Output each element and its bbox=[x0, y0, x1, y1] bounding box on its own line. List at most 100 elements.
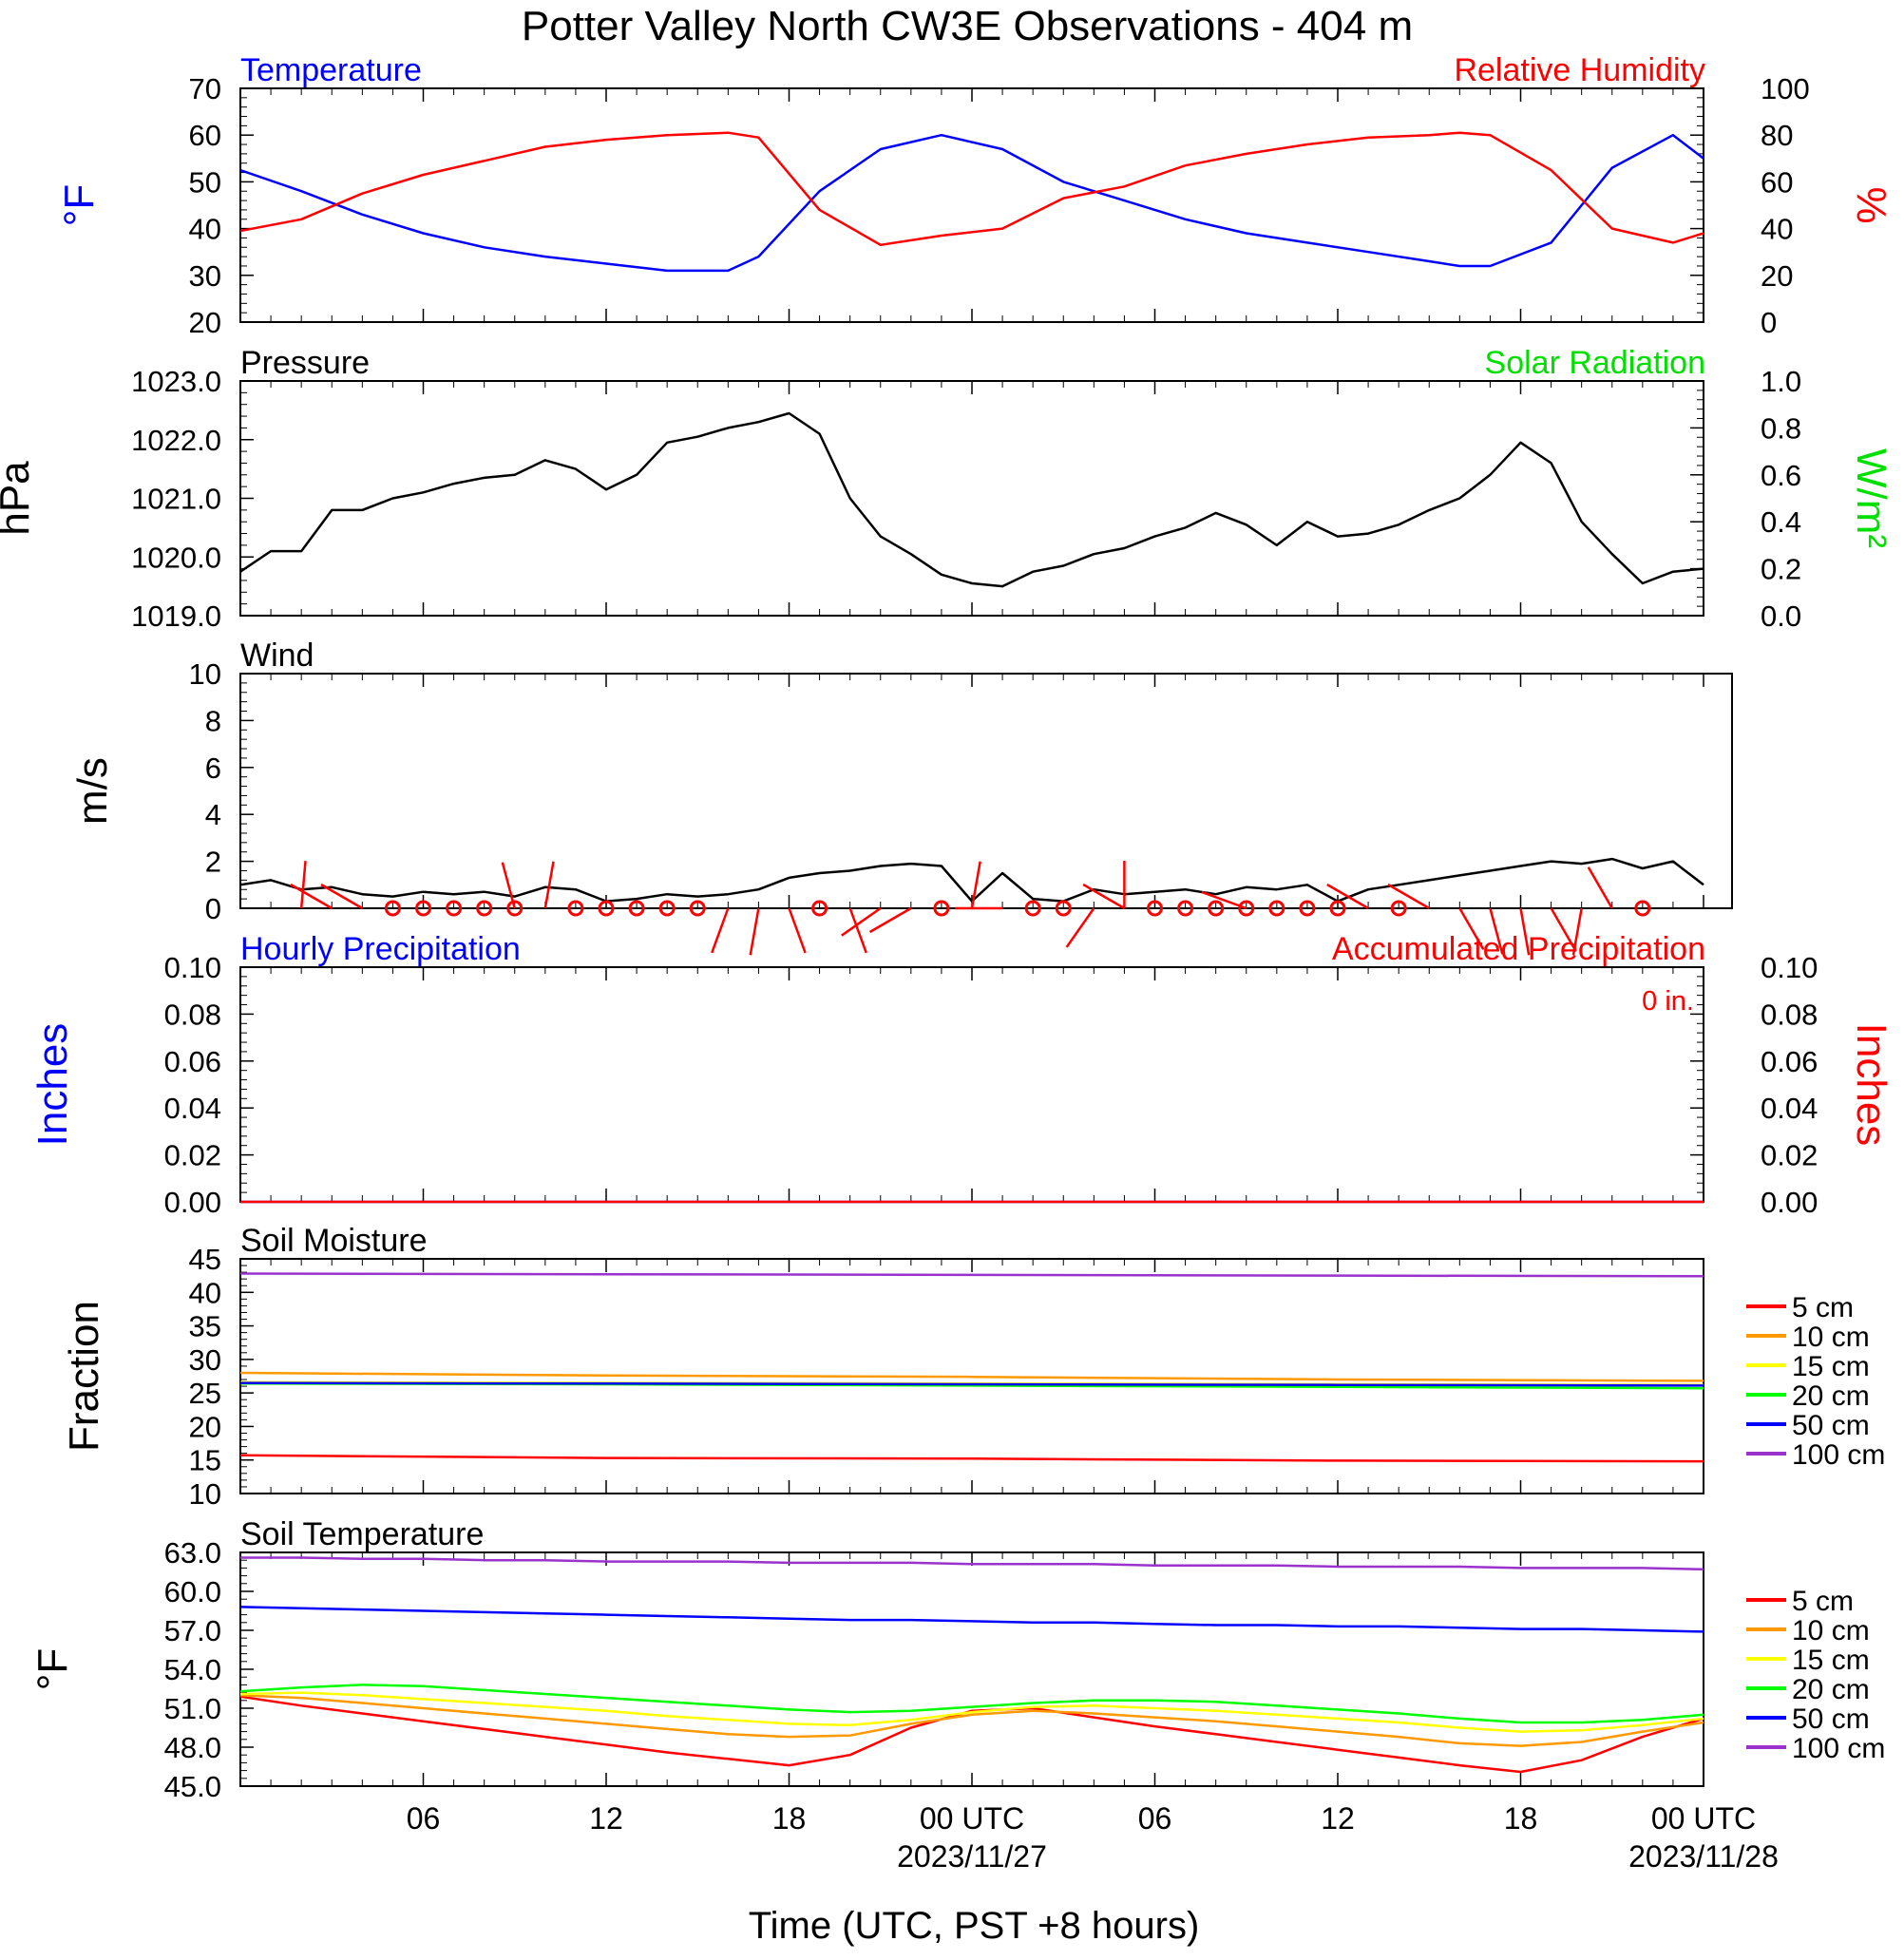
wind-left-tick-label: 8 bbox=[205, 704, 221, 737]
wind-barb bbox=[1201, 890, 1247, 910]
temperature-rh-right-tick-label: 80 bbox=[1761, 119, 1793, 152]
panel-pressure-solar: 1019.0 1020.0 1021.0 1022.0 1023.0 0.0 0.2 0.4 0… bbox=[0, 345, 1894, 633]
wind-calm-marker bbox=[415, 900, 431, 917]
wind-left-tick-label: 10 bbox=[189, 657, 221, 691]
soil-moisture-series-10-cm bbox=[239, 1371, 1704, 1382]
wind-barb bbox=[1065, 907, 1095, 948]
pressure-solar-right-tick-label: 0.4 bbox=[1761, 505, 1801, 539]
x-tick-date: 2023/11/27 bbox=[897, 1839, 1047, 1874]
wind-barb bbox=[1519, 907, 1531, 956]
temperature-rh-title-right: Relative Humidity bbox=[1454, 52, 1705, 88]
pressure-solar-right-tick-label: 0.8 bbox=[1761, 411, 1801, 445]
temperature-rh-left-tick-label: 70 bbox=[189, 72, 221, 105]
precipitation-right-tick-label: 0.02 bbox=[1761, 1139, 1818, 1172]
precipitation-accumulation-annotation: 0 in. bbox=[1642, 986, 1694, 1017]
precipitation-right-tick-label: 0.10 bbox=[1761, 951, 1818, 984]
figure-title: Potter Valley North CW3E Observations - … bbox=[522, 3, 1413, 49]
x-tick-label: 00 UTC bbox=[1651, 1801, 1756, 1836]
precipitation-ylabel-right: Inches bbox=[1848, 1023, 1894, 1147]
wind-barb bbox=[320, 883, 363, 910]
soil-moisture-left-tick-label: 20 bbox=[189, 1410, 221, 1443]
wind-barb bbox=[749, 907, 760, 956]
soil-moisture-legend-label: 5 cm bbox=[1792, 1292, 1854, 1323]
wind-calm-marker bbox=[567, 900, 584, 917]
panel-wind: 0 2 4 6 8 10 Wind m/s bbox=[69, 637, 1733, 956]
soil-moisture-left-tick-label: 35 bbox=[189, 1310, 221, 1343]
wind-left-tick-label: 6 bbox=[205, 752, 221, 785]
wind-ylabel-left: m/s bbox=[69, 757, 116, 825]
wind-barb bbox=[970, 861, 981, 909]
x-tick-label: 12 bbox=[589, 1801, 623, 1836]
wind-barb bbox=[1550, 907, 1576, 950]
pressure-solar-left-tick-label: 1022.0 bbox=[131, 424, 221, 457]
pressure-solar-left-tick-label: 1023.0 bbox=[131, 365, 221, 398]
precipitation-plot-frame bbox=[239, 966, 1704, 1203]
soil-moisture-legend-label: 10 cm bbox=[1792, 1322, 1870, 1353]
soil-moisture-legend-label: 50 cm bbox=[1792, 1410, 1870, 1441]
soil-temperature-left-tick-label: 60.0 bbox=[164, 1575, 221, 1608]
wind-title-left: Wind bbox=[240, 637, 314, 674]
soil-temperature-ylabel-left: °F bbox=[29, 1648, 76, 1690]
x-tick-label: 12 bbox=[1321, 1801, 1355, 1836]
precipitation-right-tick-label: 0.06 bbox=[1761, 1045, 1818, 1078]
soil-temperature-series-100-cm bbox=[240, 1556, 1704, 1571]
wind-left-tick-label: 0 bbox=[205, 892, 221, 925]
soil-temperature-left-tick-label: 63.0 bbox=[164, 1536, 221, 1570]
wind-barb bbox=[1082, 883, 1126, 910]
wind-barb bbox=[1587, 866, 1613, 909]
wind-calm-marker bbox=[1177, 900, 1194, 917]
wind-calm-marker bbox=[446, 900, 463, 917]
wind-calm-marker bbox=[1299, 900, 1316, 917]
wind-calm-marker bbox=[1055, 900, 1072, 917]
soil-temperature-legend-label: 100 cm bbox=[1792, 1733, 1885, 1764]
precipitation-right-tick-label: 0.00 bbox=[1761, 1186, 1818, 1219]
soil-moisture-legend-label: 20 cm bbox=[1792, 1380, 1870, 1412]
temperature-rh-left-tick-label: 20 bbox=[189, 306, 221, 339]
soil-temperature-title-left: Soil Temperature bbox=[240, 1516, 484, 1552]
wind-barb bbox=[501, 862, 516, 909]
pressure-solar-plot-frame bbox=[239, 380, 1704, 617]
precipitation-left-tick-label: 0.08 bbox=[164, 998, 221, 1031]
soil-moisture-series-5-cm bbox=[239, 1454, 1704, 1463]
soil-temperature-left-tick-label: 54.0 bbox=[164, 1653, 221, 1686]
wind-barb bbox=[1458, 907, 1485, 950]
wind-calm-marker bbox=[658, 900, 676, 917]
wind-calm-marker bbox=[1390, 900, 1407, 917]
temperature-rh-right-tick-label: 100 bbox=[1761, 72, 1810, 105]
wind-barb bbox=[1326, 883, 1369, 910]
soil-temperature-left-tick-label: 48.0 bbox=[164, 1731, 221, 1764]
soil-moisture-left-tick-label: 30 bbox=[189, 1343, 221, 1377]
soil-moisture-title-left: Soil Moisture bbox=[240, 1223, 428, 1259]
wind-barb bbox=[1387, 883, 1430, 910]
wind-barb bbox=[1489, 907, 1504, 955]
pressure-solar-series-pressure bbox=[239, 411, 1704, 588]
soil-temperature-series-20-cm bbox=[239, 1684, 1704, 1724]
wind-left-tick-label: 4 bbox=[205, 798, 221, 831]
x-tick-label: 00 UTC bbox=[920, 1801, 1024, 1836]
soil-moisture-series-100-cm bbox=[239, 1272, 1704, 1278]
soil-moisture-left-tick-label: 40 bbox=[189, 1276, 221, 1309]
pressure-solar-right-tick-label: 1.0 bbox=[1761, 365, 1801, 398]
soil-temperature-legend-label: 15 cm bbox=[1792, 1645, 1870, 1676]
soil-moisture-legend-label: 100 cm bbox=[1792, 1439, 1885, 1471]
soil-temperature-legend-label: 10 cm bbox=[1792, 1615, 1870, 1646]
pressure-solar-title-left: Pressure bbox=[240, 345, 370, 381]
soil-moisture-left-tick-label: 15 bbox=[189, 1444, 221, 1477]
soil-temperature-legend-label: 5 cm bbox=[1792, 1586, 1854, 1617]
pressure-solar-left-tick-label: 1020.0 bbox=[131, 541, 221, 574]
soil-moisture-left-tick-label: 45 bbox=[189, 1243, 221, 1276]
pressure-solar-ylabel-left: hPa bbox=[0, 461, 38, 536]
wind-calm-marker bbox=[689, 900, 706, 917]
temperature-rh-right-tick-label: 0 bbox=[1761, 306, 1777, 339]
x-tick-label: 18 bbox=[1504, 1801, 1538, 1836]
precipitation-title-right: Accumulated Precipitation bbox=[1332, 931, 1705, 967]
pressure-solar-right-tick-label: 0.0 bbox=[1761, 599, 1801, 633]
wind-barb bbox=[788, 907, 807, 954]
x-tick-label: 06 bbox=[407, 1801, 441, 1836]
x-tick-label: 18 bbox=[772, 1801, 807, 1836]
precipitation-left-tick-label: 0.04 bbox=[164, 1092, 221, 1125]
